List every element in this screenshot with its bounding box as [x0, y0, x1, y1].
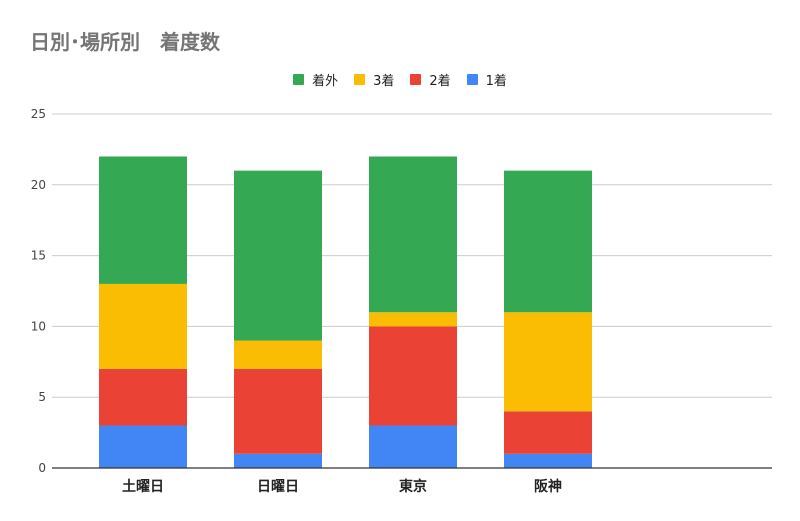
x-tick-label: 日曜日 [257, 479, 299, 495]
y-tick-label: 15 [31, 249, 46, 263]
bar-segment [234, 368, 322, 454]
bar-segment [369, 156, 457, 313]
chart-legend: 着外 3着 2着 1着 [0, 70, 800, 89]
legend-item: 2着 [410, 70, 451, 89]
bar-segment [234, 340, 322, 369]
legend-swatch [466, 74, 478, 85]
bar-segment [99, 156, 187, 284]
bar-segment [504, 411, 592, 454]
legend-label: 1着 [485, 74, 507, 89]
y-tick-label: 0 [38, 461, 46, 475]
legend-swatch [354, 74, 366, 85]
bar-segment [504, 312, 592, 412]
legend-swatch [410, 74, 422, 85]
bar-segment [99, 368, 187, 426]
x-tick-label: 土曜日 [122, 478, 164, 495]
legend-item: 3着 [354, 70, 394, 89]
legend-label: 2着 [429, 74, 451, 89]
legend-item: 1着 [466, 70, 507, 89]
bar-segment [369, 312, 457, 327]
y-tick-label: 20 [31, 178, 46, 192]
legend-label: 3着 [373, 74, 395, 89]
y-tick-label: 25 [31, 107, 46, 121]
y-tick-label: 10 [31, 319, 46, 333]
bar-segment [99, 425, 187, 468]
bar-segment [369, 326, 457, 426]
bar-segment [504, 453, 592, 468]
legend-item: 着外 [293, 70, 338, 89]
x-tick-label: 東京 [399, 478, 427, 495]
bar-segment [234, 453, 322, 468]
legend-swatch [293, 74, 305, 85]
legend-label: 着外 [312, 74, 339, 89]
y-tick-label: 5 [38, 390, 46, 404]
chart-title: 日別･場所別 着度数 [30, 30, 220, 54]
bar-segment [504, 170, 592, 313]
bar-segment [369, 425, 457, 468]
x-tick-label: 阪神 [534, 478, 562, 495]
bar-segment [99, 283, 187, 369]
bar-segment [234, 170, 322, 341]
